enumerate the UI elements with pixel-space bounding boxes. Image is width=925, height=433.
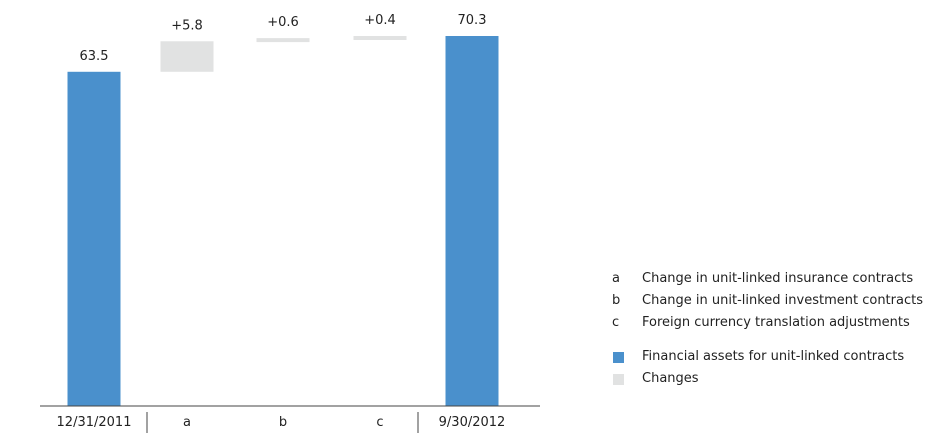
bar-total: [445, 36, 499, 406]
category-label: b: [279, 415, 287, 430]
data-label: +0.4: [364, 13, 396, 28]
legend-note-key: c: [612, 315, 620, 330]
bar-change: [353, 36, 407, 40]
category-label: c: [376, 415, 383, 430]
legend-swatch-changes: [613, 373, 624, 385]
legend-note-text: Change in unit-linked insurance contract…: [642, 271, 914, 286]
legend-note-a: a Change in unit-linked insurance contra…: [612, 268, 923, 290]
data-label: +0.6: [267, 15, 299, 30]
legend-series-label: Changes: [642, 371, 699, 386]
data-label: 70.3: [458, 13, 487, 28]
legend-note-key: a: [612, 271, 620, 286]
bar-change: [160, 41, 214, 72]
legend-note-key: b: [612, 293, 621, 308]
legend-swatch-financial-assets: [613, 351, 624, 363]
legend-note-text: Change in unit-linked investment contrac…: [642, 293, 923, 308]
category-label: 9/30/2012: [439, 415, 506, 430]
legend-note-text: Foreign currency translation adjustments: [642, 315, 910, 330]
category-label: a: [183, 415, 191, 430]
bar-change: [256, 38, 310, 43]
waterfall-chart: 63.5 12/31/2011 +5.8 a +0.6 b +0.4 c 70.3 9/30/20…: [40, 13, 540, 433]
legend-series-financial-assets: Financial assets for unit-linked contrac…: [612, 346, 923, 368]
legend-series-changes: Changes: [612, 368, 923, 390]
data-label: +5.8: [171, 18, 203, 33]
legend-note-b: b Change in unit-linked investment contr…: [612, 290, 923, 312]
data-label: 63.5: [80, 49, 109, 64]
category-label: 12/31/2011: [57, 415, 132, 430]
legend-note-c: c Foreign currency translation adjustmen…: [612, 312, 923, 334]
legend-series-label: Financial assets for unit-linked contrac…: [642, 349, 905, 364]
bar-total: [67, 71, 121, 406]
legend: a Change in unit-linked insurance contra…: [612, 268, 923, 390]
